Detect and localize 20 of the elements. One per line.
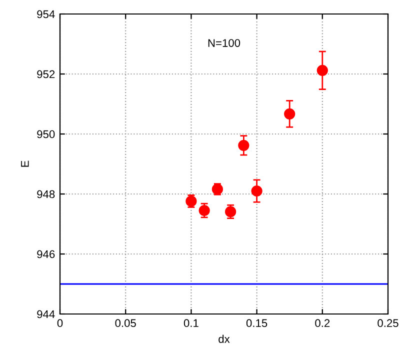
x-axis-title: dx xyxy=(218,334,230,343)
point xyxy=(251,185,262,197)
y-tick-label: 944 xyxy=(37,310,55,318)
y-tick-label: 950 xyxy=(37,130,55,138)
y-tick-label: 954 xyxy=(37,10,55,18)
y-tick-label: 952 xyxy=(37,70,55,78)
point xyxy=(316,64,328,76)
x-tick-label: 0.1 xyxy=(184,319,198,328)
y-tick-label: 946 xyxy=(37,250,55,258)
y-axis-title: E xyxy=(21,160,29,167)
x-tick-label: 0.05 xyxy=(115,319,136,328)
point xyxy=(225,206,236,218)
y-tick-label: 948 xyxy=(37,190,55,198)
x-tick-label: 0 xyxy=(57,319,63,328)
x-tick-label: 0.25 xyxy=(378,319,398,328)
annotation: N=100 xyxy=(208,39,240,47)
point xyxy=(238,140,250,151)
x-tick-label: 0.15 xyxy=(246,319,268,328)
point xyxy=(284,108,296,120)
x-tick-label: 0.2 xyxy=(315,319,330,328)
